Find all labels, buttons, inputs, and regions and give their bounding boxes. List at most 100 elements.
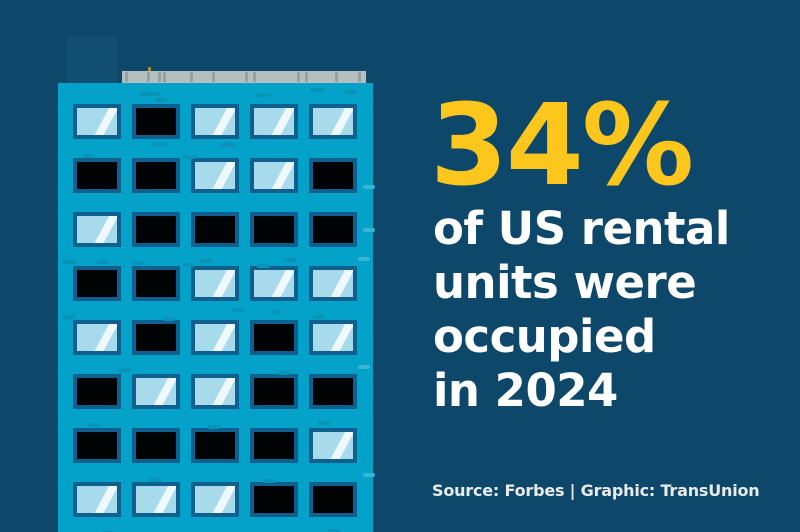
building-window-dark bbox=[309, 212, 357, 247]
window-shine bbox=[206, 324, 235, 351]
building-window-lit bbox=[309, 320, 357, 355]
facade-texture-dash bbox=[163, 317, 175, 321]
facade-texture-dash bbox=[255, 93, 271, 97]
building-window-dark bbox=[250, 374, 298, 409]
facade-texture-dash bbox=[363, 185, 375, 189]
building-window-dark bbox=[132, 158, 180, 193]
ledge-tick bbox=[147, 72, 150, 82]
stat-value: 34% bbox=[430, 81, 694, 211]
facade-texture-dash bbox=[200, 259, 213, 263]
window-shine bbox=[324, 432, 353, 459]
source-attribution: Source: Forbes | Graphic: TransUnion bbox=[432, 481, 760, 500]
window-shine bbox=[206, 378, 235, 405]
building-window-lit bbox=[132, 482, 180, 517]
facade-texture-dash bbox=[88, 423, 101, 427]
ledge-tick bbox=[297, 72, 300, 82]
ledge-tick bbox=[163, 72, 166, 82]
building-window-lit bbox=[73, 104, 121, 139]
building-window-dark bbox=[250, 320, 298, 355]
building-facade bbox=[58, 83, 375, 532]
facade-texture-dash bbox=[232, 308, 245, 312]
building-window-dark bbox=[250, 482, 298, 517]
window-shine bbox=[88, 108, 117, 135]
facade-texture-dash bbox=[270, 310, 282, 314]
building-window-dark bbox=[309, 374, 357, 409]
ledge-tick bbox=[212, 72, 215, 82]
facade-texture-dash bbox=[318, 421, 330, 425]
window-shine bbox=[206, 108, 235, 135]
headline-text: of US rental units were occupied in 2024 bbox=[433, 202, 730, 418]
building-window-lit bbox=[191, 266, 239, 301]
window-shine bbox=[88, 486, 117, 513]
ledge-tick bbox=[158, 72, 161, 82]
building-window-dark bbox=[73, 266, 121, 301]
facade-texture-dash bbox=[148, 478, 161, 482]
window-shine bbox=[265, 162, 294, 189]
ledge-tick bbox=[253, 72, 256, 82]
facade-texture-dash bbox=[358, 257, 370, 261]
window-shine bbox=[206, 162, 235, 189]
roof-ledge bbox=[122, 71, 366, 83]
window-shine bbox=[265, 270, 294, 297]
facade-texture-dash bbox=[208, 425, 220, 429]
building-window-lit bbox=[309, 104, 357, 139]
ledge-tick bbox=[125, 72, 128, 82]
building-window-lit bbox=[132, 374, 180, 409]
facade-texture-dash bbox=[152, 142, 166, 146]
facade-texture-dash bbox=[285, 258, 297, 262]
building-window-lit bbox=[191, 158, 239, 193]
building-window-dark bbox=[191, 428, 239, 463]
facade-texture-dash bbox=[62, 260, 77, 264]
ledge-tick bbox=[335, 72, 338, 82]
window-shine bbox=[206, 270, 235, 297]
building-window-dark bbox=[73, 374, 121, 409]
facade-texture-dash bbox=[328, 529, 340, 532]
facade-texture-dash bbox=[310, 88, 324, 92]
window-shine bbox=[147, 378, 176, 405]
headline-line-3: occupied bbox=[433, 310, 656, 363]
facade-texture-dash bbox=[62, 315, 75, 319]
ledge-tick bbox=[245, 72, 248, 82]
facade-texture-dash bbox=[358, 365, 370, 369]
facade-texture-dash bbox=[363, 473, 375, 477]
facade-texture-dash bbox=[278, 371, 290, 375]
building-window-lit bbox=[191, 482, 239, 517]
headline-line-2: units were bbox=[433, 256, 697, 309]
building-window-dark bbox=[132, 104, 180, 139]
building-window-dark bbox=[132, 212, 180, 247]
building-window-lit bbox=[309, 428, 357, 463]
building-window-dark bbox=[73, 428, 121, 463]
ledge-tick bbox=[305, 72, 308, 82]
building-window-dark bbox=[250, 428, 298, 463]
facade-texture-dash bbox=[313, 315, 325, 319]
facade-texture-dash bbox=[263, 479, 275, 483]
facade-texture-dash bbox=[220, 143, 236, 147]
facade-texture-dash bbox=[155, 98, 167, 102]
building-window-dark bbox=[132, 320, 180, 355]
window-shine bbox=[324, 324, 353, 351]
facade-texture-dash bbox=[183, 263, 195, 267]
building-window-lit bbox=[191, 374, 239, 409]
building-window-dark bbox=[191, 212, 239, 247]
facade-texture-dash bbox=[140, 92, 160, 96]
facade-texture-dash bbox=[257, 264, 270, 268]
window-shine bbox=[324, 270, 353, 297]
ledge-tick bbox=[358, 72, 361, 82]
building-window-lit bbox=[73, 320, 121, 355]
building-window-lit bbox=[250, 104, 298, 139]
building-window-lit bbox=[191, 320, 239, 355]
building-window-dark bbox=[132, 266, 180, 301]
facade-texture-dash bbox=[363, 228, 375, 232]
building-window-lit bbox=[191, 104, 239, 139]
facade-texture-dash bbox=[132, 261, 145, 265]
headline-line-1: of US rental bbox=[433, 202, 730, 255]
building-window-lit bbox=[73, 482, 121, 517]
window-shine bbox=[265, 108, 294, 135]
building-window-lit bbox=[309, 266, 357, 301]
facade-texture-dash bbox=[118, 368, 131, 372]
building-window-lit bbox=[250, 266, 298, 301]
building-window-dark bbox=[309, 482, 357, 517]
building-window-lit bbox=[73, 212, 121, 247]
facade-texture-dash bbox=[182, 155, 196, 159]
